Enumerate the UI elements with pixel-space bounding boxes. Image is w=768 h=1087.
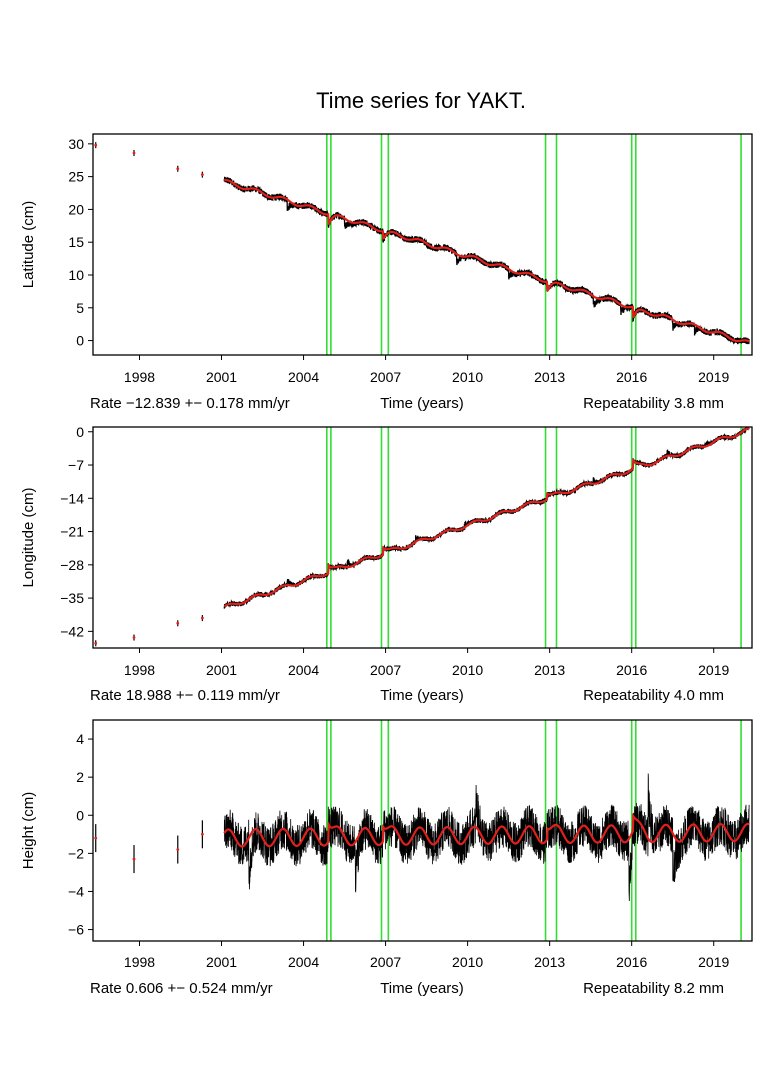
sparse-model-point [200, 173, 204, 177]
y-tick-label: 4 [76, 731, 84, 747]
y-axis-label: Height (cm) [20, 792, 37, 870]
x-tick-label: 2013 [534, 954, 565, 970]
plot-area [94, 720, 750, 941]
x-tick-label: 2007 [370, 662, 401, 678]
sparse-model-point [94, 836, 98, 840]
x-tick-label: 2007 [370, 954, 401, 970]
x-tick-label: 2010 [452, 369, 483, 385]
plot-frame [92, 426, 753, 649]
x-tick-label: 2016 [616, 662, 647, 678]
x-tick-label: 1998 [124, 662, 155, 678]
y-tick-label: 30 [68, 136, 84, 152]
x-tick-label: 1998 [124, 954, 155, 970]
x-axis-label: Time (years) [380, 395, 464, 412]
x-tick-label: 2007 [370, 369, 401, 385]
y-tick-label: 20 [68, 201, 84, 217]
x-tick-label: 2019 [698, 954, 729, 970]
sparse-model-point [200, 832, 204, 836]
y-tick-label: −6 [68, 922, 84, 938]
y-tick-label: −35 [60, 590, 84, 606]
x-tick-label: 1998 [124, 369, 155, 385]
sparse-model-point [132, 636, 136, 639]
sparse-model-point [94, 143, 98, 147]
y-axis-label: Longitude (cm) [20, 487, 37, 587]
y-tick-label: −4 [68, 883, 84, 899]
observation-series [223, 773, 750, 902]
x-tick-label: 2004 [288, 369, 319, 385]
y-tick-label: −28 [60, 557, 84, 573]
rate-label: Rate −12.839 +− 0.178 mm/yr [90, 395, 290, 412]
panel-1: 30 25 20 15 10 5 0 1998 2001 2004 2007 2010 2013 2016… [20, 133, 753, 412]
x-tick-label: 2010 [452, 954, 483, 970]
panel-3: 4 2 0 −2 −4 −6 1998 2001 2004 2007 2010 2013 2016 201… [20, 719, 753, 997]
y-axis-label: Latitude (cm) [20, 201, 37, 289]
chart-title: Time series for YAKT. [316, 88, 526, 113]
panel-2: 0 −7 −14 −21 −28 −35 −42 1998 2001 2004 2007 2010 20… [20, 424, 753, 704]
x-tick-label: 2013 [534, 662, 565, 678]
plot-frame [92, 133, 753, 356]
sparse-model-point [200, 616, 204, 620]
y-tick-label: 25 [68, 169, 84, 185]
x-tick-label: 2019 [698, 662, 729, 678]
x-tick-label: 2013 [534, 369, 565, 385]
repeatability-label: Repeatability 4.0 mm [583, 687, 724, 704]
x-tick-label: 2001 [206, 954, 237, 970]
model-series [223, 427, 750, 608]
sparse-model-point [94, 641, 98, 645]
x-tick-label: 2001 [206, 369, 237, 385]
sparse-model-point [132, 857, 136, 861]
sparse-model-point [176, 848, 180, 851]
y-tick-label: 0 [76, 807, 84, 823]
plot-area [94, 134, 750, 355]
x-tick-label: 2001 [206, 662, 237, 678]
y-tick-label: 0 [76, 333, 84, 349]
y-tick-label: −14 [60, 490, 84, 506]
x-axis-label: Time (years) [380, 980, 464, 997]
sparse-model-point [176, 621, 180, 625]
x-tick-label: 2019 [698, 369, 729, 385]
x-axis-label: Time (years) [380, 687, 464, 704]
y-tick-label: −7 [68, 457, 84, 473]
y-tick-label: 2 [76, 769, 84, 785]
y-tick-label: 0 [76, 424, 84, 440]
x-tick-label: 2016 [616, 369, 647, 385]
x-tick-label: 2010 [452, 662, 483, 678]
rate-label: Rate 18.988 +− 0.119 mm/yr [90, 687, 280, 704]
y-tick-label: 5 [76, 300, 84, 316]
model-series [224, 178, 750, 343]
y-tick-label: 15 [68, 234, 84, 250]
model-series [223, 812, 750, 848]
repeatability-label: Repeatability 8.2 mm [583, 980, 724, 997]
rate-label: Rate 0.606 +− 0.524 mm/yr [90, 980, 273, 997]
repeatability-label: Repeatability 3.8 mm [583, 395, 724, 412]
y-tick-label: −21 [60, 524, 84, 540]
sparse-model-point [132, 151, 136, 155]
x-tick-label: 2004 [288, 662, 319, 678]
y-tick-label: −42 [60, 623, 84, 639]
y-tick-label: 10 [68, 267, 84, 283]
sparse-model-point [176, 167, 180, 171]
y-tick-label: −2 [68, 845, 84, 861]
x-tick-label: 2016 [616, 954, 647, 970]
plot-frame [92, 719, 753, 942]
plot-area [94, 427, 750, 648]
x-tick-label: 2004 [288, 954, 319, 970]
